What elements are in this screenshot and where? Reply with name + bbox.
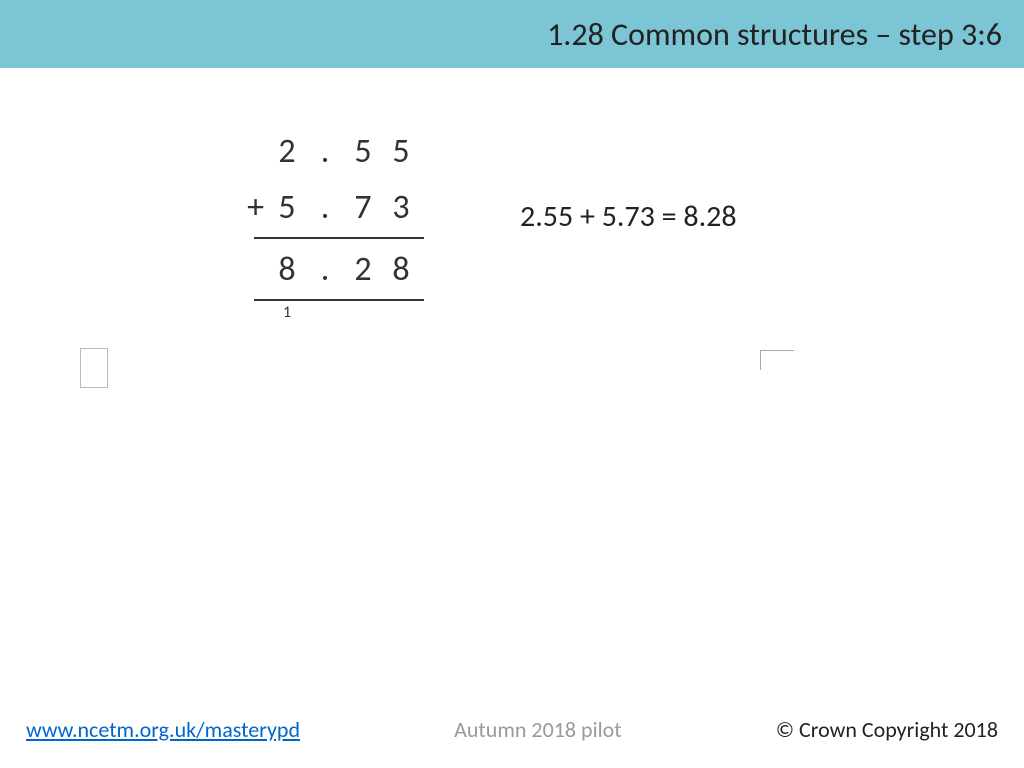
carry-row: 1 [230, 303, 420, 327]
plus-sign: + [230, 179, 268, 235]
decimal-point: . [306, 179, 344, 235]
decimal-point: . [306, 241, 344, 297]
placeholder-box-left [80, 348, 108, 388]
carry-digit [382, 303, 420, 327]
footer-link[interactable]: www.ncetm.org.uk/masterypd [26, 716, 300, 743]
addend-row-2: + 5 . 7 3 [230, 179, 420, 235]
footer-center-text: Autumn 2018 pilot [454, 716, 622, 743]
digit: 8 [268, 241, 306, 297]
carry-digit: 1 [268, 303, 306, 327]
sum-row: 8 . 2 8 [230, 241, 420, 297]
rule-top [254, 237, 424, 239]
slide-footer: www.ncetm.org.uk/masterypd Autumn 2018 p… [0, 708, 1024, 768]
digit: 8 [382, 241, 420, 297]
rule-bottom [254, 299, 424, 301]
operator-cell [230, 241, 268, 297]
digit: 2 [268, 123, 306, 179]
addend-row-1: 2 . 5 5 [230, 123, 420, 179]
equation-text: 2.55 + 5.73 = 8.28 [520, 198, 737, 235]
operator-cell [230, 123, 268, 179]
slide-title: 1.28 Common structures – step 3:6 [547, 15, 1002, 54]
digit: 5 [344, 123, 382, 179]
digit: 3 [382, 179, 420, 235]
digit: 2 [344, 241, 382, 297]
digit: 7 [344, 179, 382, 235]
slide-header: 1.28 Common structures – step 3:6 [0, 0, 1024, 68]
digit: 5 [382, 123, 420, 179]
placeholder-corner-right [760, 350, 794, 370]
decimal-point: . [306, 123, 344, 179]
footer-copyright: © Crown Copyright 2018 [776, 716, 998, 743]
column-addition: 2 . 5 5 + 5 . 7 3 8 . 2 8 [230, 123, 424, 327]
slide-body: 2 . 5 5 + 5 . 7 3 8 . 2 8 [0, 68, 1024, 698]
carry-digit [344, 303, 382, 327]
digit: 5 [268, 179, 306, 235]
